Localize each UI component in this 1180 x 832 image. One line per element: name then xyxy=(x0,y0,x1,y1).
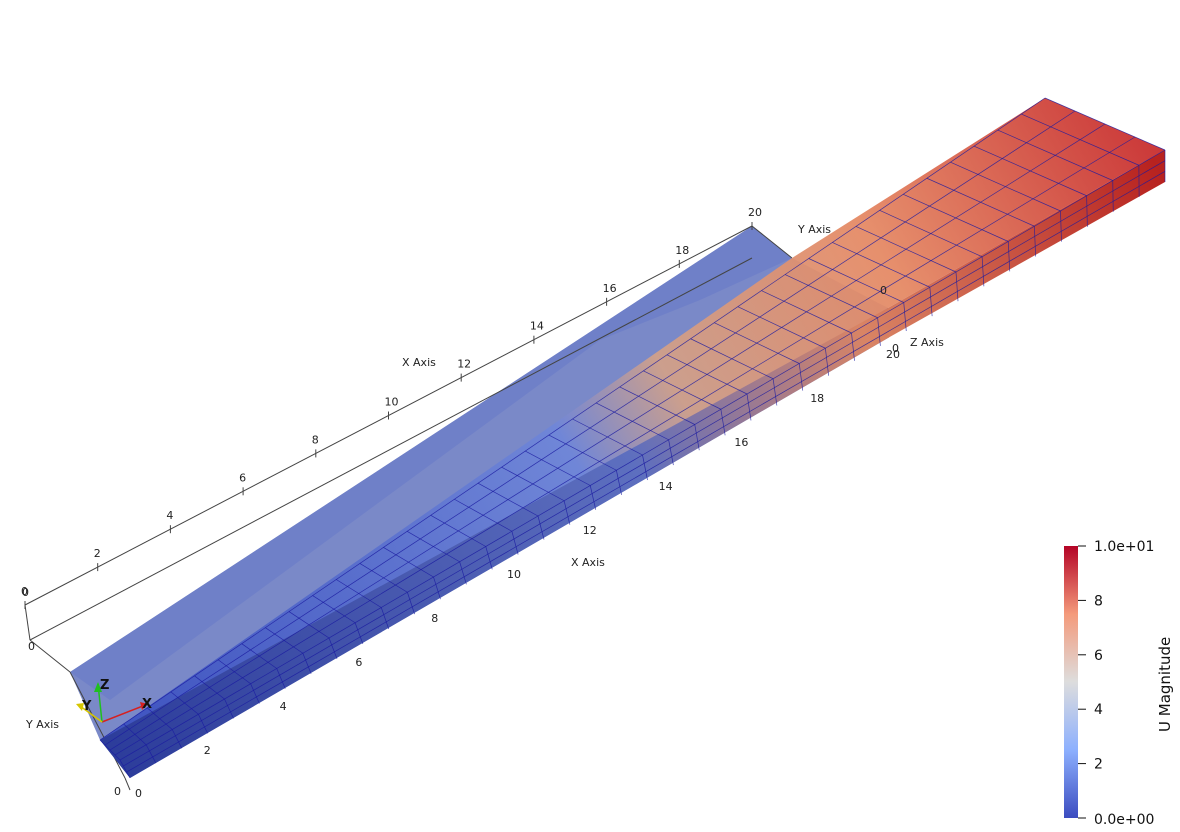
triad-z-label: Z xyxy=(100,678,109,693)
x-axis-back-ticks: 0 2 4 6 8 10 12 14 16 18 20 xyxy=(21,206,762,609)
z-axis-title: Z Axis xyxy=(910,336,944,349)
corner-label: 0 xyxy=(135,787,142,800)
corner-label: 0 xyxy=(892,342,899,355)
x-arrow-head xyxy=(140,702,148,710)
x-tick-label-back: 0 xyxy=(21,585,28,598)
x-axis-front-ticks: 2 4 6 8 10 12 14 16 18 20 xyxy=(204,348,900,757)
x-tick-label-back: 18 xyxy=(675,244,689,257)
x-tick-label-front: 16 xyxy=(734,436,748,449)
x-tick-label-front: 2 xyxy=(204,744,211,757)
beam-front-surface xyxy=(100,150,1165,778)
x-tick-label-back: 10 xyxy=(385,396,399,409)
x-tick-label-front: 12 xyxy=(583,524,597,537)
color-bar-legend: 8 6 4 2 1.0e+01 0.0e+00 U Magnitude xyxy=(1064,539,1174,828)
x-tick-label-front: 18 xyxy=(810,392,824,405)
corner-label: 0 xyxy=(28,640,35,653)
x-tick-label-back: 4 xyxy=(166,509,173,522)
corner-label: 0 xyxy=(22,586,29,599)
x-axis-title-front: X Axis xyxy=(571,556,605,569)
color-bar-tick-label: 6 xyxy=(1094,648,1103,664)
y-axis-title-right: Y Axis xyxy=(797,223,831,236)
x-tick-label-back: 12 xyxy=(457,358,471,371)
triad-x-label: X xyxy=(142,697,152,712)
x-tick-label-back: 8 xyxy=(312,433,319,446)
z-arrow-head xyxy=(94,682,102,692)
x-tick-label-back: 16 xyxy=(603,282,617,295)
x-tick-label-front: 8 xyxy=(431,612,438,625)
orientation-triad: X Z Y xyxy=(76,678,152,723)
x-tick-label-back: 20 xyxy=(748,206,762,219)
x-tick-label-front: 20 xyxy=(886,348,900,361)
color-bar-max-label: 1.0e+01 xyxy=(1094,539,1154,555)
x-tick-label-front: 4 xyxy=(280,700,287,713)
triad-y-label: Y xyxy=(81,699,92,714)
x-tick-label-back: 14 xyxy=(530,320,544,333)
x-axis-arrow xyxy=(101,703,149,723)
x-tick-label-front: 14 xyxy=(659,480,673,493)
mesh-grid xyxy=(99,97,1166,779)
x-axis-title-back: X Axis xyxy=(402,356,436,369)
x-tick-label-back: 2 xyxy=(94,547,101,560)
color-bar-tick-label: 8 xyxy=(1094,593,1103,609)
y-axis-title-left: Y Axis xyxy=(25,718,59,731)
y-arrow-head xyxy=(76,703,84,711)
color-bar-min-label: 0.0e+00 xyxy=(1094,812,1154,828)
color-bar-tick-label: 4 xyxy=(1094,702,1103,718)
corner-label: 0 xyxy=(880,284,887,297)
x-tick-label-front: 6 xyxy=(355,656,362,669)
x-tick-label-back: 6 xyxy=(239,471,246,484)
color-bar-title: U Magnitude xyxy=(1156,637,1174,732)
x-tick-label-front: 10 xyxy=(507,568,521,581)
corner-label: 0 xyxy=(114,785,121,798)
color-bar-tick-label: 2 xyxy=(1094,757,1103,773)
color-bar-ticks: 8 6 4 2 xyxy=(1078,545,1103,819)
y-axis-arrow xyxy=(79,705,103,723)
color-bar-gradient xyxy=(1064,546,1078,818)
